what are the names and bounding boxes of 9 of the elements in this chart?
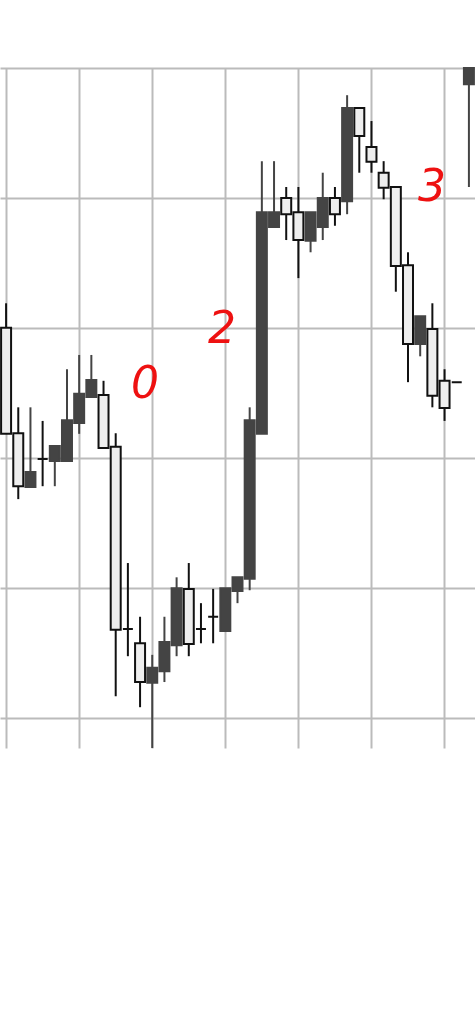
candlestick <box>207 587 220 645</box>
candlestick <box>328 186 341 227</box>
annotation: 2 <box>208 302 236 353</box>
annotation: 3 <box>418 160 446 211</box>
candlestick <box>365 120 378 174</box>
candlestick <box>24 406 37 488</box>
candlestick <box>36 419 49 488</box>
annotation: 0 <box>131 357 159 408</box>
candlestick <box>462 67 475 188</box>
